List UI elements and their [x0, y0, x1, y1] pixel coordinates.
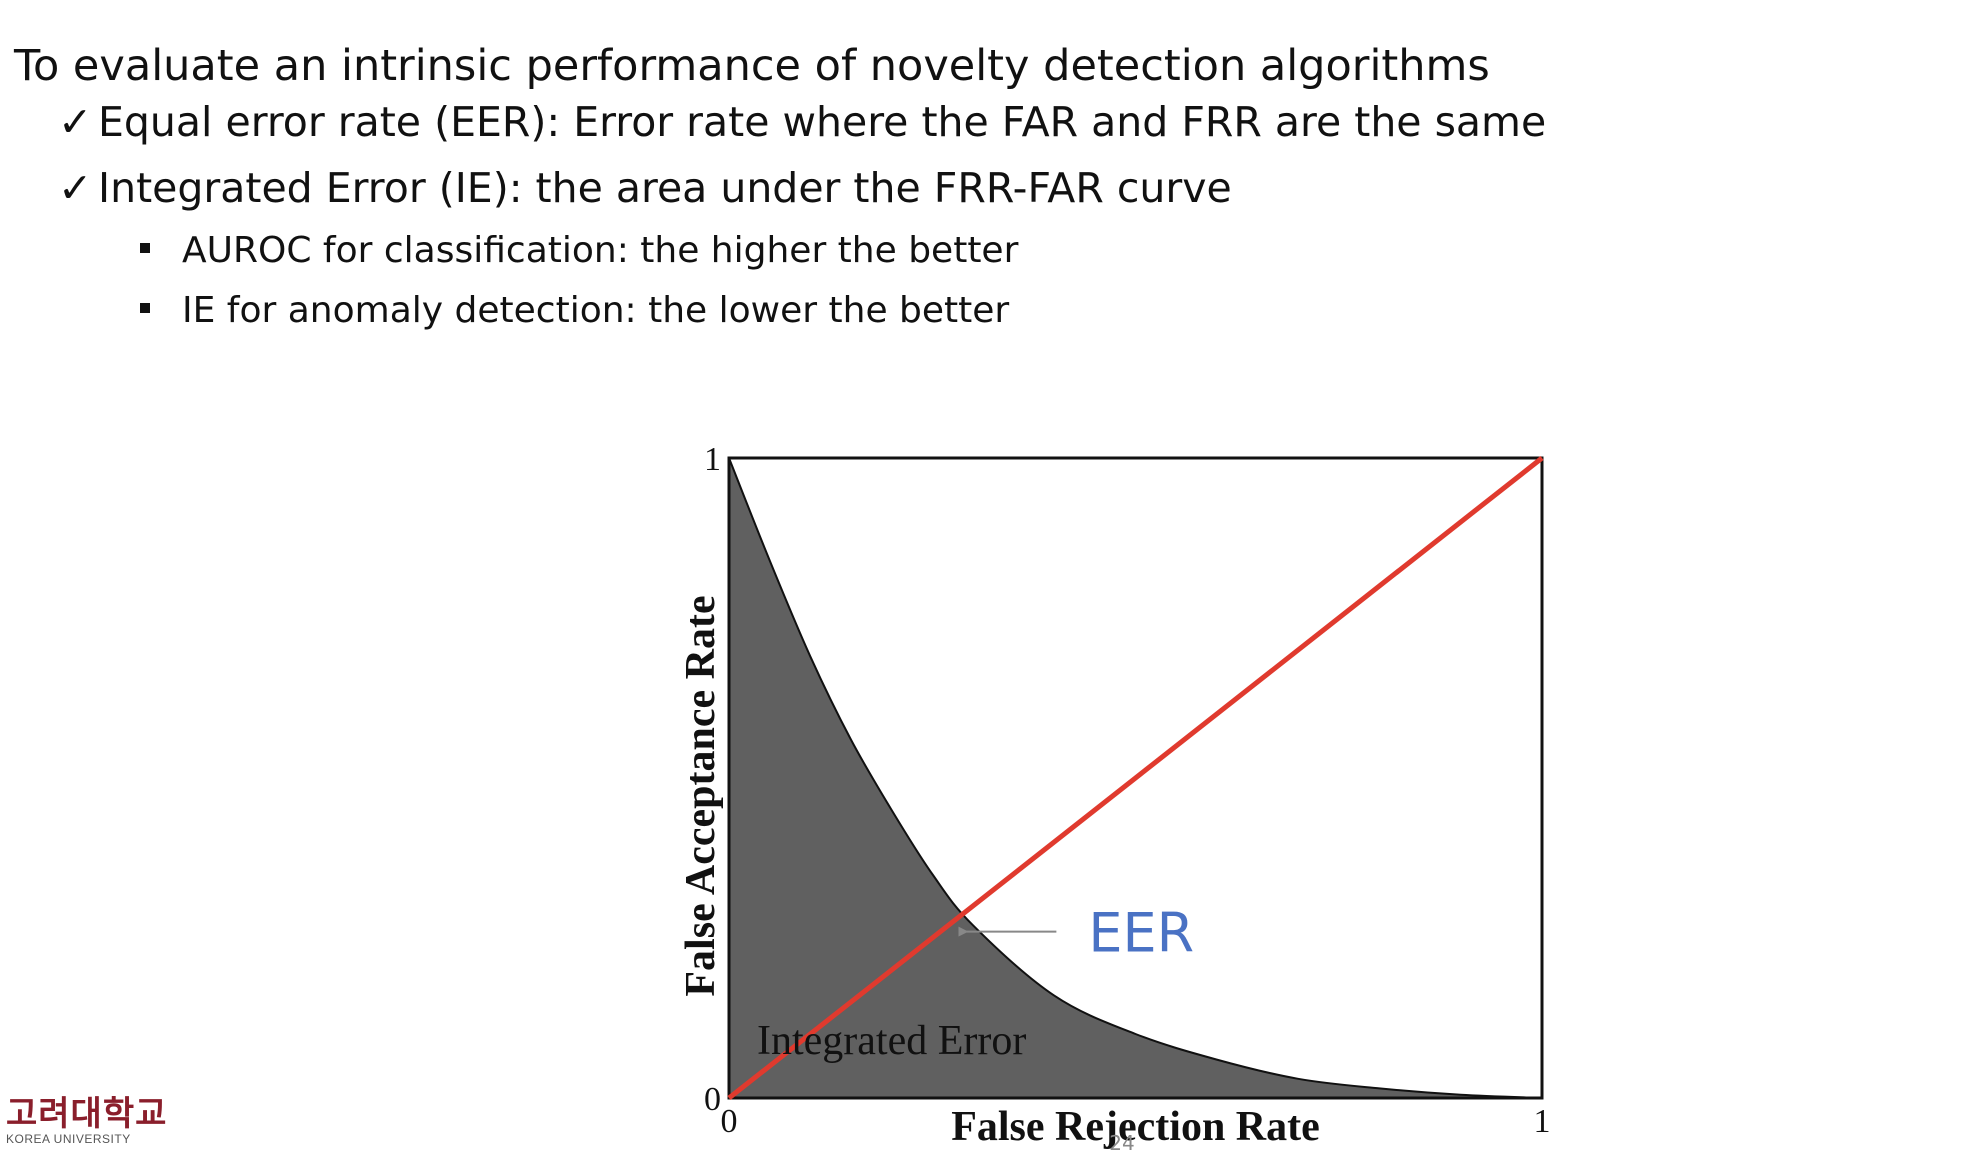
slide-title: To evaluate an intrinsic performance of … — [14, 41, 1490, 91]
sub-bullet-text: IE for anomaly detection: the lower the … — [182, 290, 1010, 331]
x-axis-label: False Rejection Rate — [951, 1104, 1320, 1150]
integrated-error-label: Integrated Error — [757, 1018, 1026, 1064]
sub-bullet-text: AUROC for classification: the higher the… — [182, 230, 1019, 271]
sub-bullet-ie: IE for anomaly detection: the lower the … — [140, 288, 1009, 334]
page-number: 24 — [1109, 1131, 1134, 1155]
checkmark-icon: ✓ — [58, 98, 93, 146]
korea-university-logo: 고려대학교 KOREA UNIVERSITY — [6, 1096, 167, 1146]
logo-english-text: KOREA UNIVERSITY — [6, 1132, 131, 1146]
plot-frame — [727, 456, 1544, 1100]
y-axis-label: False Acceptance Rate — [678, 595, 724, 996]
sub-bullet-auroc: AUROC for classification: the higher the… — [140, 228, 1018, 274]
square-bullet-icon — [140, 303, 150, 313]
frr-far-curve — [728, 457, 1543, 1099]
bullet-eer: ✓ Equal error rate (EER): Error rate wher… — [58, 96, 1546, 148]
eer-diagonal-line — [727, 456, 1544, 1100]
x-tick-label-1: 1 — [1534, 1103, 1551, 1140]
logo-korean-text: 고려대학교 — [6, 1094, 168, 1134]
bullet-text: Equal error rate (EER): Error rate where… — [98, 98, 1547, 146]
bullet-ie: ✓ Integrated Error (IE): the area under t… — [58, 162, 1232, 214]
eer-label: EER — [1088, 902, 1194, 965]
square-bullet-icon — [140, 243, 150, 253]
y-tick-label-1: 1 — [704, 441, 721, 478]
y-tick-label-0: 0 — [704, 1081, 721, 1118]
checkmark-icon: ✓ — [58, 164, 93, 212]
x-tick-label-0: 0 — [721, 1103, 738, 1140]
bullet-text: Integrated Error (IE): the area under th… — [98, 164, 1232, 212]
